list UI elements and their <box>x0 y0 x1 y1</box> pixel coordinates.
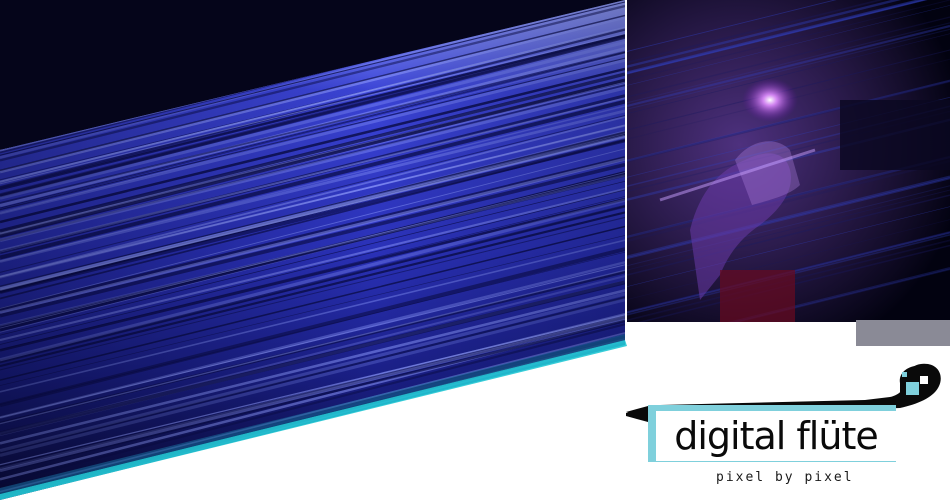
flute-icon <box>626 363 941 462</box>
gray-tab <box>856 320 950 346</box>
light-flare <box>742 78 798 122</box>
flute-in-photo <box>659 148 816 202</box>
pixel-squares-icon <box>899 365 938 403</box>
logo-wordmark: digital flüte <box>656 411 896 461</box>
logo-tagline: pixel by pixel <box>716 470 854 485</box>
logo-title: digital flüte <box>674 414 878 458</box>
flutist-photo <box>627 0 950 322</box>
cyan-glow-edge <box>0 340 627 500</box>
